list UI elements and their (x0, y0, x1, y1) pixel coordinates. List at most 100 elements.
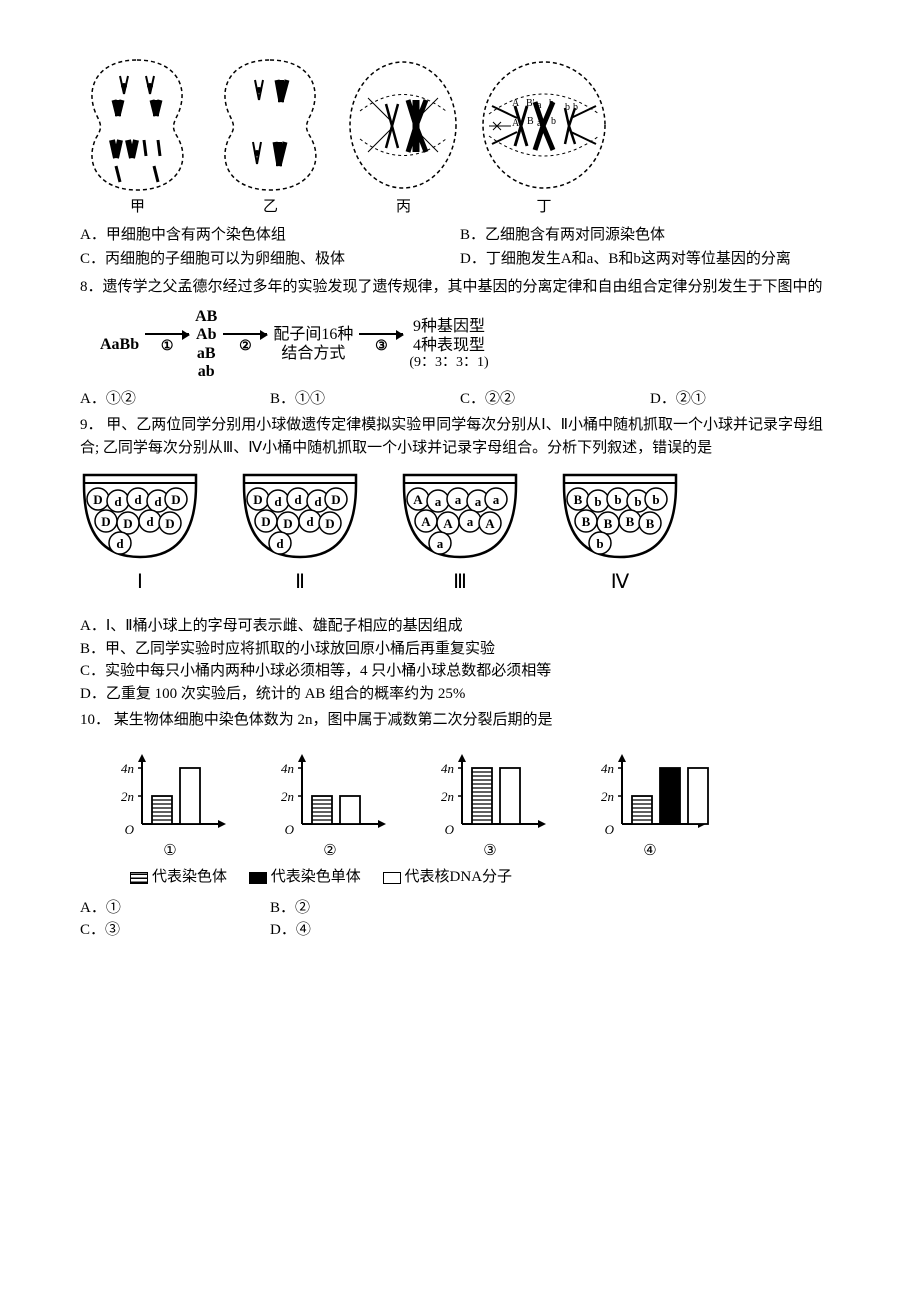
svg-text:D: D (261, 514, 270, 529)
svg-text:a: a (467, 514, 474, 529)
cell-bing-svg (346, 56, 461, 194)
flow-gametes: AB Ab aB ab (195, 308, 217, 382)
svg-text:d: d (114, 494, 122, 509)
svg-text:b: b (596, 536, 603, 551)
svg-text:A: A (485, 516, 495, 531)
svg-text:d: d (154, 494, 162, 509)
chart-1: 4n 2n O ① (110, 746, 230, 863)
svg-text:O: O (445, 822, 455, 836)
svg-text:4n: 4n (441, 761, 454, 776)
cell-label: 丁 (536, 196, 551, 219)
svg-text:a: a (475, 494, 482, 509)
q10-options-row2: C．③ D．④ (80, 919, 840, 942)
svg-text:d: d (276, 536, 284, 551)
svg-text:b: b (634, 494, 641, 509)
svg-text:B: B (626, 514, 635, 529)
flow-mid: 配子间16种 结合方式 (273, 326, 353, 363)
svg-text:d: d (134, 492, 142, 507)
cell-label: 丙 (396, 196, 411, 219)
bucket-4: BbbbbBBBBb Ⅳ (560, 471, 680, 597)
svg-text:D: D (331, 492, 340, 507)
bucket-2: DdddDDDdDd Ⅱ (240, 471, 360, 597)
arrow-1: ① (145, 333, 189, 357)
svg-text:D: D (93, 492, 102, 507)
svg-text:O: O (285, 822, 295, 836)
chart-3: 4n 2n O ③ (430, 746, 550, 863)
svg-text:d: d (306, 514, 314, 529)
q8-options: A．①② B．①① C．②② D．②① (80, 388, 840, 411)
svg-text:D: D (253, 492, 262, 507)
svg-text:b: b (573, 102, 578, 113)
q7-opt-c: C．丙细胞的子细胞可以为卵细胞、极体 (80, 247, 460, 272)
svg-text:D: D (123, 516, 132, 531)
svg-text:4n: 4n (281, 761, 294, 776)
svg-text:b: b (565, 102, 570, 113)
svg-text:2n: 2n (601, 789, 614, 804)
svg-text:A: A (413, 492, 423, 507)
svg-text:d: d (314, 494, 322, 509)
svg-text:2n: 2n (281, 789, 294, 804)
svg-text:D: D (101, 514, 110, 529)
q7-figures: 甲 乙 (80, 56, 840, 219)
cell-label: 甲 (130, 196, 145, 219)
q8-opt-d: D．②① (650, 388, 840, 411)
q7-opt-b: B．乙细胞含有两对同源染色体 (460, 223, 840, 248)
svg-text:a: a (537, 100, 542, 111)
q8-flow: AaBb ① AB Ab aB ab ② 配子间16种 结合方式 ③ 9种基因型… (100, 308, 840, 382)
q9-opt-c: C．实验中每只小桶内两种小球必须相等，4 只小桶小球总数都必须相等 (80, 660, 840, 683)
flow-end: 9种基因型 4种表现型 (9：3：3：1) (409, 318, 488, 371)
q10-stem: 10． 某生物体细胞中染色体数为 2n，图中属于减数第二次分裂后期的是 (80, 709, 840, 732)
svg-text:B': B' (526, 98, 535, 109)
q9-opt-d: D．乙重复 100 次实验后，统计的 AB 组合的概率约为 25% (80, 683, 840, 706)
q8-stem: 8．遗传学之父孟德尔经过多年的实验发现了遗传规律，其中基因的分离定律和自由组合定… (80, 276, 840, 299)
flow-start: AaBb (100, 333, 139, 357)
cell-bing: 丙 (346, 56, 461, 219)
svg-text:d: d (146, 514, 154, 529)
q10-opt-c: C．③ (80, 919, 270, 942)
svg-text:O: O (605, 822, 615, 836)
q7-opt-a: A．甲细胞中含有两个染色体组 (80, 223, 460, 248)
cell-jia: 甲 (80, 56, 195, 219)
svg-text:4n: 4n (121, 761, 134, 776)
svg-text:A: A (421, 514, 431, 529)
q9-buckets: DdddDDDdDd Ⅰ DdddDDDdDd Ⅱ AaaaaAAaAa Ⅲ B… (80, 471, 840, 597)
svg-text:a: a (537, 118, 542, 129)
svg-text:b: b (614, 492, 621, 507)
svg-text:4n: 4n (601, 761, 614, 776)
svg-text:d: d (294, 492, 302, 507)
q7-opt-d: D．丁细胞发生A和a、B和b这两对等位基因的分离 (460, 247, 840, 272)
chart-4: 4n 2n O ④ (590, 746, 710, 863)
bucket-1: DdddDDDdDd Ⅰ (80, 471, 200, 597)
legend-hollow-icon (383, 872, 401, 884)
q10-charts: 4n 2n O ① 4n 2n O ② 4n 2n O ③ 4n 2n O (110, 746, 840, 863)
cell-ding-svg: AB' AB ab ab bb (479, 56, 609, 194)
svg-text:b: b (652, 492, 659, 507)
svg-text:D: D (283, 516, 292, 531)
q10-legend: 代表染色体 代表染色单体 代表核DNA分子 (130, 866, 840, 889)
svg-text:a: a (437, 536, 444, 551)
cell-jia-svg (80, 56, 195, 194)
svg-text:A: A (512, 98, 520, 109)
svg-text:a: a (455, 492, 462, 507)
arrow-3: ③ (359, 333, 403, 357)
svg-text:a: a (493, 492, 500, 507)
svg-text:D: D (325, 516, 334, 531)
svg-text:B: B (604, 516, 613, 531)
legend-hatch-icon (130, 872, 148, 884)
q10-opt-a: A．① (80, 897, 270, 920)
q9-opt-b: B．甲、乙同学实验时应将抓取的小球放回原小桶后再重复实验 (80, 638, 840, 661)
svg-text:d: d (274, 494, 282, 509)
bucket-3: AaaaaAAaAa Ⅲ (400, 471, 520, 597)
q10-opt-d: D．④ (270, 919, 460, 942)
q7-options: A．甲细胞中含有两个染色体组 B．乙细胞含有两对同源染色体 C．丙细胞的子细胞可… (80, 223, 840, 272)
svg-text:a: a (435, 494, 442, 509)
q10-opt-b: B．② (270, 897, 460, 920)
svg-text:A: A (512, 118, 520, 129)
q8-opt-c: C．②② (460, 388, 650, 411)
arrow-2: ② (223, 333, 267, 357)
svg-text:D: D (165, 516, 174, 531)
q9-stem: 9． 甲、乙两位同学分别用小球做遗传定律模拟实验甲同学每次分别从Ⅰ、Ⅱ小桶中随机… (80, 414, 840, 459)
svg-text:B: B (582, 514, 591, 529)
svg-text:B: B (574, 492, 583, 507)
legend-solid-icon (249, 872, 267, 884)
